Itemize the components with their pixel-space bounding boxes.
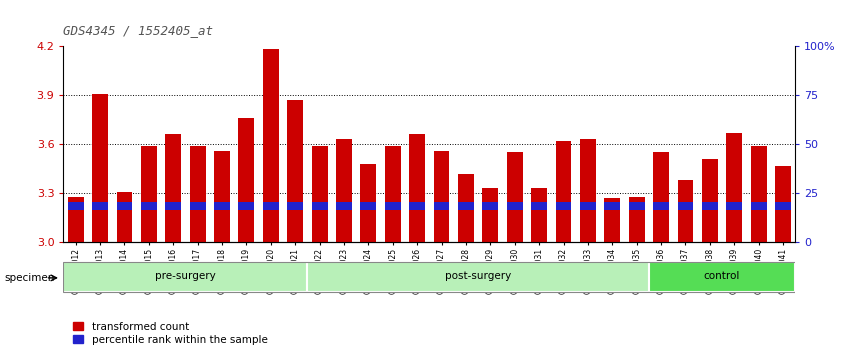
Bar xyxy=(239,202,255,210)
Bar xyxy=(702,202,717,210)
Bar xyxy=(678,180,694,242)
Bar xyxy=(92,93,108,242)
Bar xyxy=(311,146,327,242)
Bar xyxy=(750,202,766,210)
Bar xyxy=(629,202,645,210)
Bar xyxy=(653,153,669,242)
Bar xyxy=(190,202,206,210)
Bar xyxy=(165,135,181,242)
Text: pre-surgery: pre-surgery xyxy=(155,271,216,281)
Bar xyxy=(117,192,132,242)
Bar xyxy=(727,133,742,242)
Bar xyxy=(385,202,401,210)
Bar xyxy=(92,202,108,210)
Bar xyxy=(409,135,425,242)
Bar xyxy=(288,202,303,210)
Bar xyxy=(507,202,523,210)
Bar xyxy=(263,49,278,242)
Bar xyxy=(434,151,449,242)
Bar xyxy=(385,146,401,242)
Bar xyxy=(580,202,596,210)
Bar xyxy=(531,188,547,242)
Bar xyxy=(580,139,596,242)
Bar xyxy=(336,202,352,210)
Bar xyxy=(604,202,620,210)
Legend: transformed count, percentile rank within the sample: transformed count, percentile rank withi… xyxy=(69,317,272,349)
Bar xyxy=(458,174,474,242)
Bar xyxy=(117,202,132,210)
Bar xyxy=(629,197,645,242)
Bar xyxy=(604,198,620,242)
Bar xyxy=(678,202,694,210)
Bar xyxy=(653,202,669,210)
Bar xyxy=(727,202,742,210)
Text: specimen: specimen xyxy=(4,273,55,283)
Bar xyxy=(214,151,230,242)
Bar xyxy=(482,188,498,242)
Bar xyxy=(239,118,255,242)
Bar xyxy=(311,202,327,210)
Bar xyxy=(409,202,425,210)
Bar xyxy=(458,202,474,210)
Text: GDS4345 / 1552405_at: GDS4345 / 1552405_at xyxy=(63,24,213,37)
Bar xyxy=(507,153,523,242)
Bar xyxy=(531,202,547,210)
Bar xyxy=(482,202,498,210)
Bar xyxy=(68,197,84,242)
Bar xyxy=(165,202,181,210)
Bar xyxy=(214,202,230,210)
Bar xyxy=(288,100,303,242)
Bar xyxy=(556,202,571,210)
Bar xyxy=(775,166,791,242)
Bar xyxy=(63,262,307,292)
Bar xyxy=(750,146,766,242)
Bar xyxy=(360,202,376,210)
Bar xyxy=(556,141,571,242)
Bar xyxy=(336,139,352,242)
Text: control: control xyxy=(704,271,740,281)
Bar xyxy=(263,202,278,210)
Bar xyxy=(649,262,795,292)
Bar xyxy=(141,202,157,210)
Bar xyxy=(360,164,376,242)
Bar xyxy=(702,159,717,242)
Bar xyxy=(68,202,84,210)
Text: post-surgery: post-surgery xyxy=(445,271,511,281)
Bar xyxy=(190,146,206,242)
Bar xyxy=(307,262,649,292)
Bar xyxy=(141,146,157,242)
Bar xyxy=(434,202,449,210)
Bar xyxy=(775,202,791,210)
